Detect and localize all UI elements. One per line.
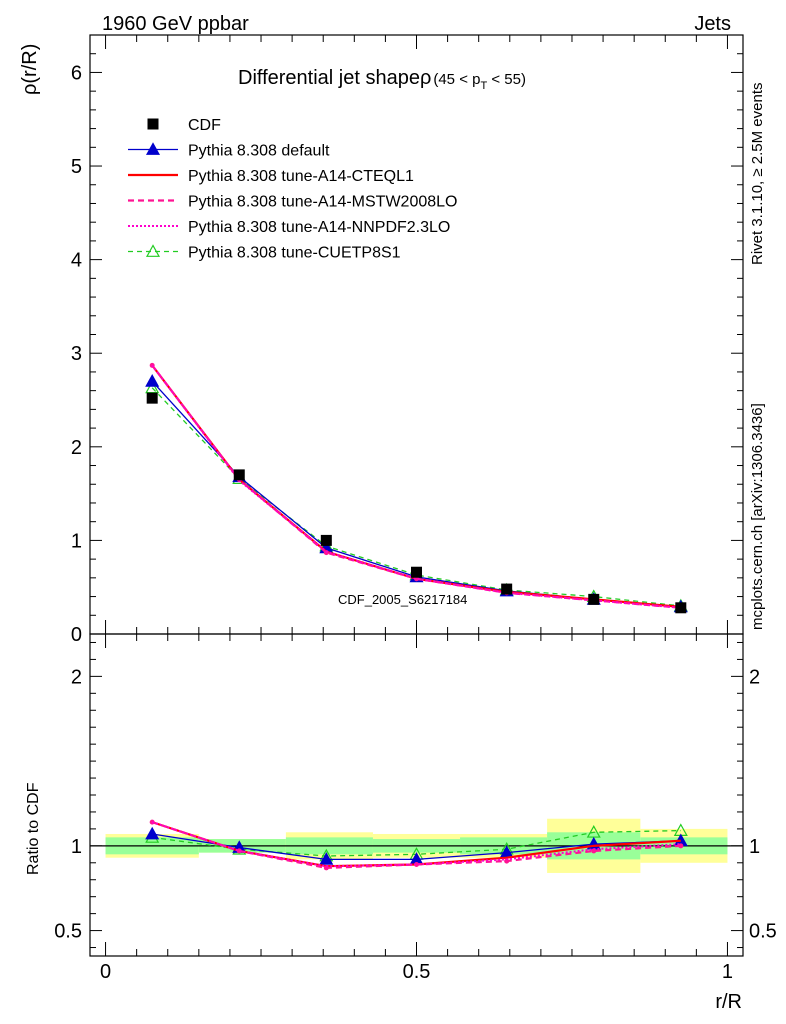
- legend-entry: Pythia 8.308 default: [128, 142, 330, 160]
- ratio-default-point: [145, 826, 160, 840]
- legend-entry: Pythia 8.308 tune-A14-NNPDF2.3LO: [128, 219, 450, 236]
- ratio-ytick-label: 0.5: [54, 921, 82, 943]
- legend-label: Pythia 8.308 default: [188, 143, 330, 160]
- legend-swatch: [147, 118, 159, 130]
- ratio-mstw-point: [678, 843, 684, 849]
- cdf-point: [320, 534, 332, 546]
- legend-label: Pythia 8.308 tune-A14-NNPDF2.3LO: [188, 219, 450, 236]
- xtick-label: 0.5: [403, 961, 431, 983]
- ratio-ytick-label-right: 0.5: [749, 921, 777, 943]
- cdf-point: [675, 602, 687, 614]
- main-ytick-label: 5: [71, 156, 82, 178]
- main-ytick-label: 3: [71, 343, 82, 365]
- main-ylabel: ρ(r/R): [19, 44, 41, 95]
- legend-marker: [145, 142, 161, 155]
- rivet-label: Rivet 3.1.10, ≥ 2.5M events: [749, 83, 766, 266]
- cdf-point: [588, 593, 600, 605]
- ratio-ytick-label: 2: [71, 666, 82, 688]
- xtick-label: 0: [100, 961, 111, 983]
- legend: CDF Pythia 8.308 default Pythia 8.308 tune…: [128, 117, 457, 262]
- ratio-ytick-label-right: 1: [749, 836, 760, 858]
- main-title: Differential jet shapeρ (45 < pT < 55): [238, 67, 526, 92]
- cdf-point: [411, 566, 422, 578]
- ratio-series: [145, 819, 688, 871]
- legend-entry: Pythia 8.308 tune-CUETP8S1: [128, 244, 401, 262]
- mcplots-label: mcplots.cern.ch [arXiv:1306.3436]: [749, 403, 766, 630]
- main-ytick-label: 1: [71, 530, 82, 552]
- ratio-mstw-point: [414, 861, 419, 867]
- svg-text:Differential jet shapeρ(45 < p: Differential jet shapeρ (45 < pT < 55): [238, 67, 526, 92]
- ratio-mstw-point: [236, 848, 242, 854]
- legend-entry: Pythia 8.308 tune-A14-CTEQL1: [128, 168, 414, 185]
- cdf-point: [501, 583, 513, 595]
- x-axis-label: r/R: [715, 991, 742, 1013]
- legend-marker: [145, 244, 161, 257]
- legend-label: Pythia 8.308 tune-CUETP8S1: [188, 245, 401, 262]
- analysis-watermark: CDF_2005_S6217184: [338, 592, 467, 607]
- header-right: Jets: [694, 13, 731, 35]
- main-ytick-label: 6: [71, 62, 82, 84]
- ratio-ytick-label-right: 2: [749, 666, 760, 688]
- xtick-label: 1: [722, 961, 733, 983]
- ratio-ytick-label: 1: [71, 836, 82, 858]
- legend-entry: Pythia 8.308 tune-A14-MSTW2008LO: [128, 194, 457, 211]
- ratio-ylabel: Ratio to CDF: [25, 782, 42, 875]
- axes: 0 1 2 3 4 5 6 0.5 0.5 1 1 2 2 0 0.5 1: [54, 34, 777, 983]
- legend-label: Pythia 8.308 tune-A14-MSTW2008LO: [188, 194, 457, 211]
- main-ytick-label: 2: [71, 437, 82, 459]
- ratio-default-point: [319, 852, 334, 865]
- cdf-point: [146, 392, 158, 404]
- cdf-point: [233, 469, 245, 481]
- ratio-series-line: [151, 821, 681, 868]
- main-ytick-label: 4: [71, 250, 82, 272]
- legend-entry: CDF: [147, 117, 221, 134]
- default-point: [145, 374, 160, 387]
- header-left: 1960 GeV ppbar: [102, 13, 249, 35]
- legend-label: Pythia 8.308 tune-A14-CTEQL1: [188, 168, 414, 185]
- legend-label: CDF: [188, 117, 221, 134]
- main-ytick-label: 0: [71, 624, 82, 646]
- main-series: [145, 362, 688, 614]
- ratio-frame: [89, 633, 744, 957]
